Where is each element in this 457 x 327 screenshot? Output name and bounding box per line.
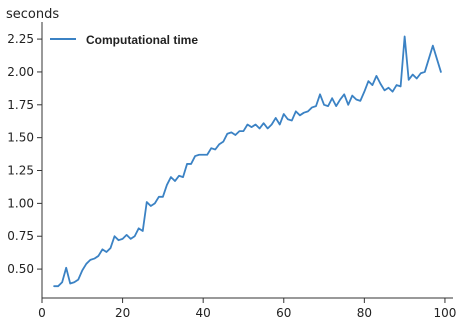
x-tick-label: 0 — [38, 306, 46, 320]
x-tick-label: 40 — [196, 306, 211, 320]
y-tick-label: 2.00 — [7, 65, 34, 79]
series-layer — [53, 35, 442, 288]
x-tick-label: 100 — [433, 306, 456, 320]
y-tick-label: 1.25 — [7, 164, 34, 178]
y-tick-label: 1.50 — [7, 131, 34, 145]
x-tick-label: 20 — [115, 306, 130, 320]
y-tick-label: 0.50 — [7, 262, 34, 276]
x-tick-label: 60 — [276, 306, 291, 320]
x-axis-ticks: 0 20 40 60 80 100 — [38, 298, 456, 320]
y-axis-label: seconds — [6, 7, 59, 22]
legend: Computational time — [50, 33, 198, 47]
y-tick-label: 2.25 — [7, 32, 34, 46]
y-tick-label: 1.00 — [7, 196, 34, 210]
y-tick-label: 0.75 — [7, 229, 34, 243]
axes — [41, 22, 453, 299]
y-tick-label: 1.75 — [7, 98, 34, 112]
x-tick-label: 80 — [357, 306, 372, 320]
legend-label: Computational time — [86, 33, 198, 47]
series-line-computational-time — [53, 35, 442, 288]
y-axis-ticks: 0.50 0.75 1.00 1.25 1.50 1.75 2.00 2.25 — [7, 32, 42, 276]
